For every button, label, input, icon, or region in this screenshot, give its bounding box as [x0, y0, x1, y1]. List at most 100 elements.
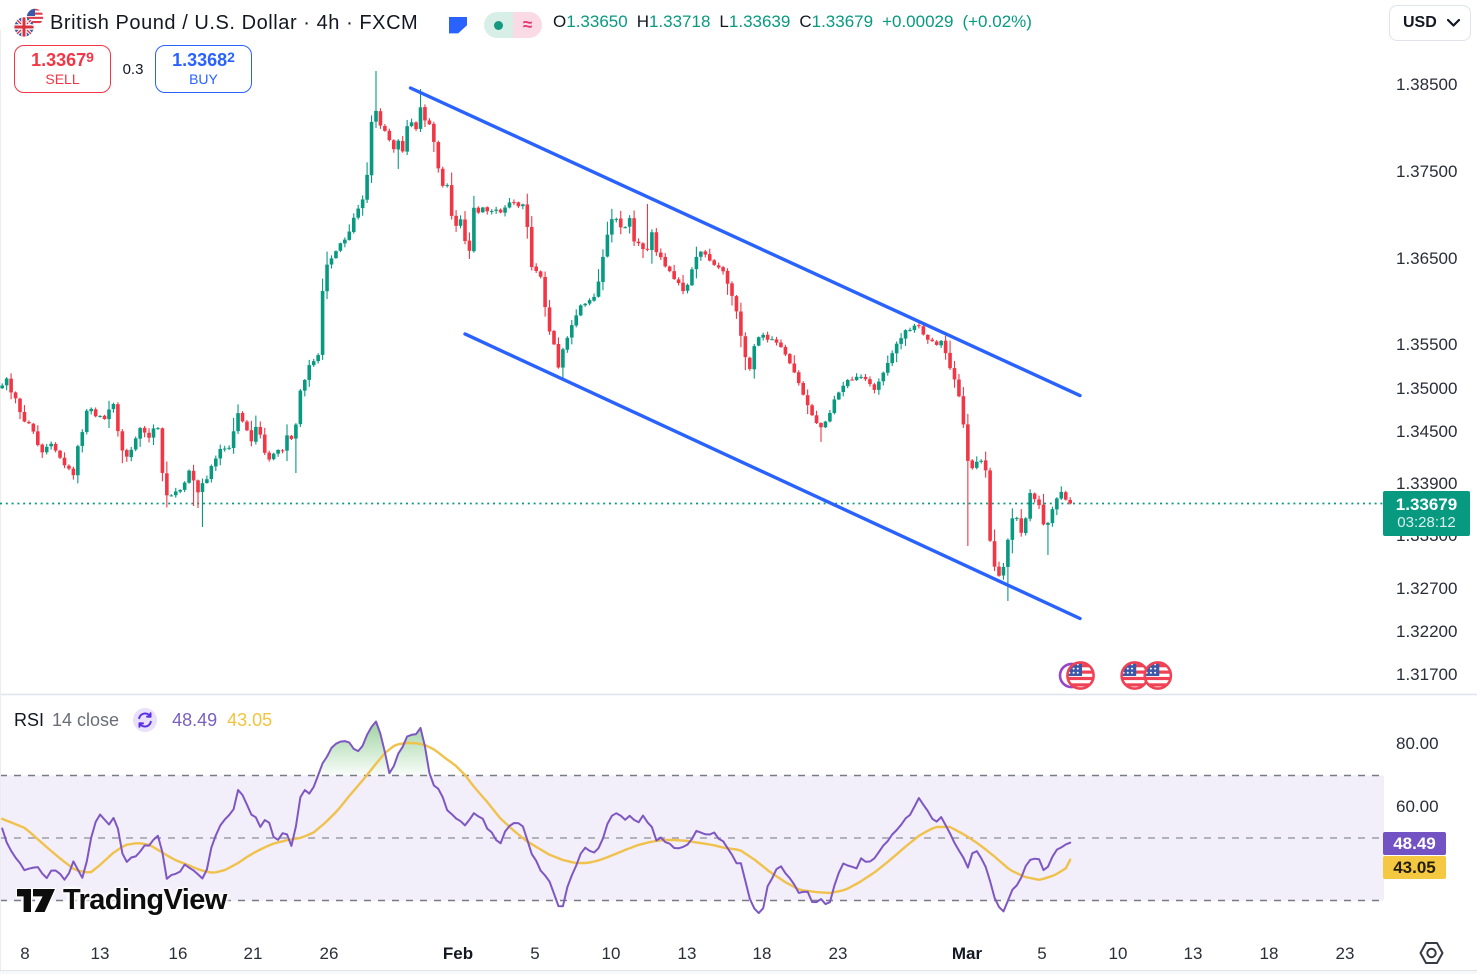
candle [1041, 493, 1046, 526]
hex-nut-icon [1419, 942, 1444, 964]
candle [267, 450, 271, 462]
candle-body [338, 243, 343, 251]
candle-body [979, 460, 983, 462]
flag-bookmark-icon[interactable] [449, 17, 467, 34]
candle [378, 108, 383, 129]
candle [120, 429, 125, 464]
sell-button[interactable]: 1.33679 SELL [14, 45, 111, 93]
channel-trendline-lower[interactable] [463, 332, 1082, 621]
candle-body [369, 121, 374, 176]
symbol-header: British Pound / U.S. Dollar · 4h · FXCM … [14, 4, 574, 42]
candle-body [703, 251, 708, 255]
refresh-icon[interactable] [133, 708, 158, 732]
candle [743, 332, 748, 371]
candle-body [200, 483, 205, 493]
candle-body [868, 379, 872, 385]
event-marker-group[interactable] [1058, 661, 1095, 690]
candle [730, 281, 734, 306]
candle-body [4, 378, 9, 386]
candle-body [659, 252, 663, 258]
rsi-legend: RSI 14 close 48.49 43.05 [14, 708, 272, 732]
us-flag-event-icon[interactable] [1066, 661, 1095, 690]
candle [427, 118, 432, 126]
candle-body [739, 311, 743, 336]
price-axis-label: 1.38500 [1396, 75, 1458, 94]
candle-body [974, 461, 979, 468]
candle [983, 451, 988, 478]
candle-body [383, 126, 387, 131]
candle [9, 373, 13, 400]
us-flag-event-icon[interactable] [1143, 661, 1173, 690]
candle-body [761, 334, 765, 338]
candle [641, 242, 645, 259]
candle-body [329, 258, 334, 265]
candle-body [49, 443, 53, 447]
candle [209, 464, 214, 483]
sell-label: SELL [45, 70, 80, 87]
time-axis-label: 18 [752, 944, 772, 963]
candle-body [182, 482, 187, 490]
candle [796, 370, 801, 386]
candle [837, 391, 841, 401]
candle [885, 355, 890, 376]
candle-body [405, 126, 409, 152]
buy-button[interactable]: 1.33682 BUY [155, 45, 252, 93]
market-status-pill[interactable]: ≈ [484, 12, 542, 38]
candle [930, 337, 935, 342]
title-separator: · [346, 11, 354, 34]
candle-body [440, 168, 445, 186]
tradingview-logo[interactable]: TradingView [16, 884, 227, 917]
currency-selector[interactable]: USD [1389, 5, 1471, 41]
candle [494, 206, 498, 214]
candle [672, 264, 676, 280]
channel-trendline-upper[interactable] [408, 86, 1082, 398]
candle-body [489, 211, 494, 213]
candle [0, 383, 4, 390]
candle [908, 327, 912, 332]
candle [676, 277, 681, 286]
us-flag-event-icon[interactable] [1120, 661, 1150, 690]
candle-body [1001, 566, 1006, 576]
candle-body [116, 404, 120, 432]
candle-body [912, 325, 917, 331]
candle-body [841, 385, 846, 393]
candle [338, 242, 343, 253]
candle [1055, 497, 1059, 516]
candle [610, 208, 614, 243]
candle-body [863, 376, 868, 380]
candle-body [298, 390, 303, 425]
candle-body [988, 470, 992, 541]
candle-body [814, 415, 819, 424]
candle-body [334, 251, 338, 259]
candle [765, 331, 770, 343]
symbol-title[interactable]: British Pound / U.S. Dollar · 4h · FXCM [50, 12, 418, 35]
candle [476, 206, 481, 214]
candle [859, 374, 863, 380]
candle [316, 353, 320, 364]
candle-body [707, 254, 712, 261]
event-marker-group[interactable] [1120, 661, 1173, 690]
candle [756, 336, 761, 347]
candle-body [1041, 504, 1046, 525]
candle-body [178, 489, 182, 492]
candle-body [102, 415, 107, 420]
candle-body [129, 449, 134, 458]
candle-body [36, 431, 40, 445]
candle [521, 203, 525, 210]
candle-body [752, 346, 757, 370]
candle [592, 293, 596, 302]
candle [18, 397, 22, 420]
candle-body [699, 251, 703, 257]
candle-body [796, 372, 801, 384]
candle [770, 336, 774, 341]
candle-body [191, 470, 196, 481]
timezone-settings-button[interactable] [1419, 942, 1444, 964]
candle [294, 423, 298, 474]
candle-body [262, 434, 267, 453]
candle-body [258, 427, 263, 435]
price-axis-label: 1.32700 [1396, 578, 1458, 598]
candle [423, 104, 427, 128]
candle [974, 456, 979, 470]
candle [240, 411, 245, 423]
